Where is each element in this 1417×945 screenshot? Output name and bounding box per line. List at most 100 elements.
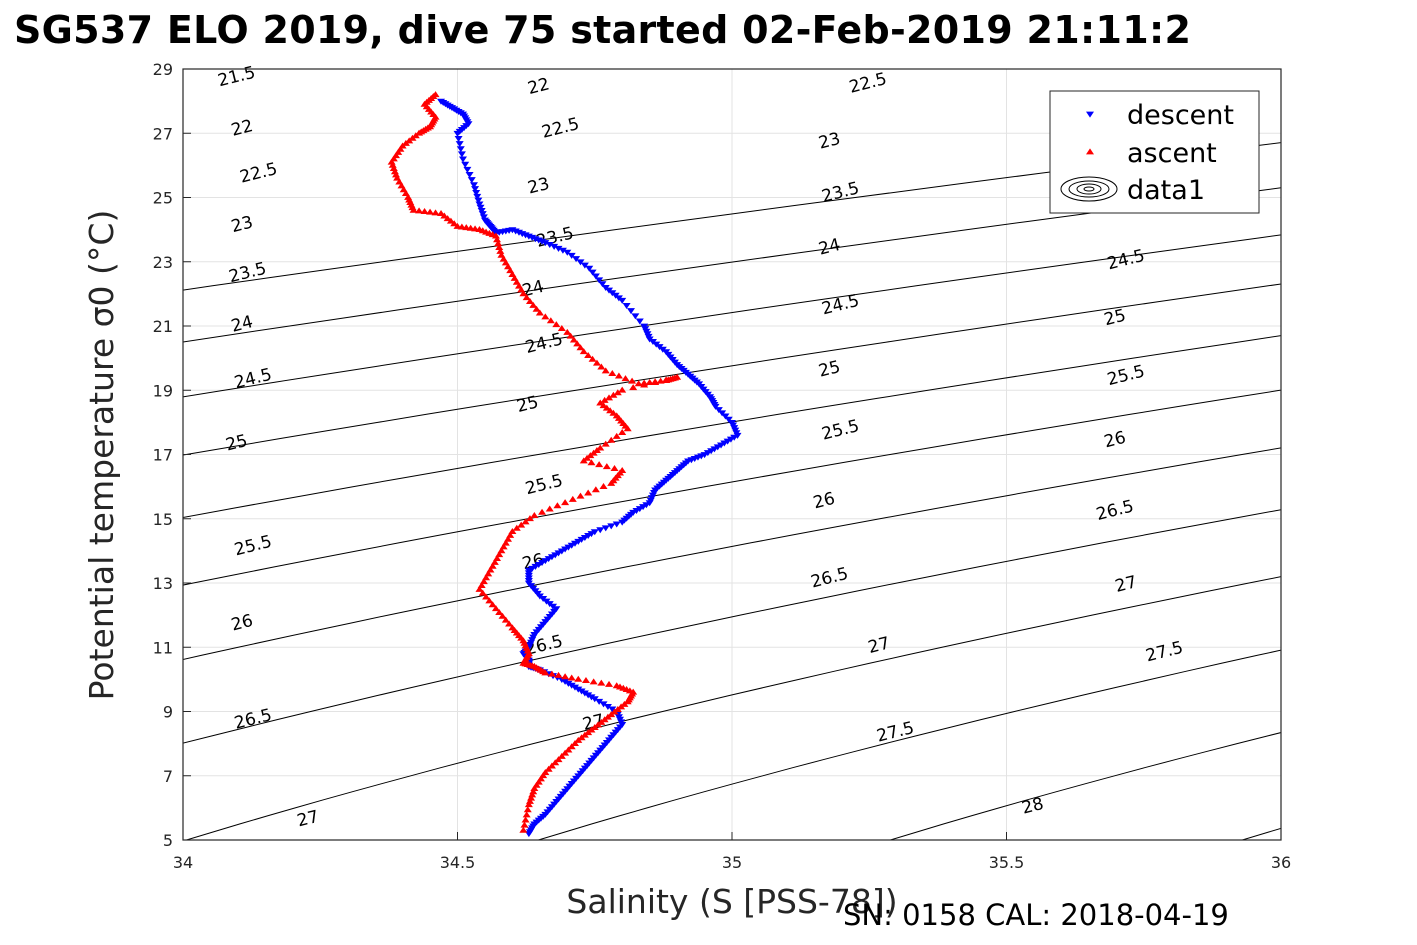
- data-point: [530, 785, 539, 791]
- data-point: [557, 324, 566, 331]
- x-tick-label: 35.5: [989, 853, 1025, 872]
- data-point: [476, 204, 485, 211]
- data-point: [522, 294, 531, 301]
- data-point: [570, 740, 579, 747]
- data-point: [606, 407, 615, 414]
- data-point: [547, 762, 556, 769]
- data-point: [588, 355, 597, 362]
- data-point: [587, 531, 596, 538]
- y-tick-label: 7: [163, 767, 173, 786]
- data-point: [570, 540, 579, 547]
- data-point: [389, 164, 398, 171]
- contour-label: 24.5: [523, 329, 565, 358]
- data-point: [561, 673, 570, 680]
- y-tick-label: 11: [153, 638, 173, 657]
- data-point: [567, 682, 576, 689]
- data-point: [528, 791, 537, 798]
- data-point: [561, 499, 570, 506]
- contour-label: 24.5: [1105, 246, 1147, 275]
- data-point: [607, 436, 616, 443]
- data-point: [590, 723, 599, 730]
- legend-marker-contour: [1076, 183, 1102, 195]
- contour-label: 23.5: [820, 178, 862, 207]
- data-point: [566, 332, 575, 339]
- data-point: [580, 731, 589, 738]
- data-point: [634, 380, 643, 387]
- contour-label: 21.5: [216, 63, 258, 92]
- data-point: [415, 207, 424, 214]
- x-axis-label: Salinity (S [PSS-78]): [566, 882, 897, 921]
- contour-line: [536, 649, 1281, 840]
- data-point: [530, 511, 539, 518]
- contour-label: 28: [1020, 794, 1046, 819]
- data-point: [577, 536, 586, 543]
- data-point: [651, 378, 660, 385]
- data-point: [607, 711, 616, 718]
- contour-label: 26.5: [809, 564, 851, 593]
- data-point: [554, 671, 563, 678]
- contour-label: 22: [526, 74, 552, 99]
- data-point: [544, 556, 553, 563]
- data-point: [618, 297, 627, 304]
- data-point: [568, 495, 577, 502]
- data-point: [718, 410, 727, 417]
- data-point: [529, 788, 538, 795]
- data-point: [629, 384, 638, 391]
- data-point: [544, 765, 553, 772]
- data-point: [471, 186, 480, 193]
- data-point: [496, 247, 505, 254]
- data-point: [608, 706, 617, 713]
- contour-label: 25: [817, 357, 843, 382]
- y-tick-label: 13: [153, 574, 173, 593]
- data-point: [662, 376, 671, 383]
- contour-label: 26: [811, 489, 837, 514]
- y-tick-label: 25: [153, 189, 173, 208]
- data-point: [564, 746, 573, 753]
- data-point: [541, 669, 550, 676]
- data-point: [461, 161, 470, 168]
- data-point: [602, 463, 611, 470]
- data-point: [474, 197, 483, 204]
- data-point: [576, 492, 585, 499]
- contour-label: 27: [1113, 572, 1139, 597]
- contour-label: 23.5: [227, 259, 269, 288]
- data-point: [724, 416, 733, 423]
- data-point: [626, 308, 635, 315]
- data-point: [553, 502, 562, 509]
- data-point: [601, 440, 610, 447]
- data-point: [426, 208, 435, 215]
- data-point: [587, 694, 596, 701]
- contour-label: 24.5: [820, 291, 862, 320]
- data-point: [587, 459, 596, 466]
- data-point: [409, 206, 418, 213]
- data-point: [505, 620, 514, 627]
- contour-label: 25: [1102, 306, 1128, 331]
- data-point: [557, 752, 566, 759]
- data-point: [577, 734, 586, 741]
- data-point: [574, 736, 583, 743]
- data-point: [614, 372, 623, 379]
- data-point: [519, 826, 528, 833]
- data-point: [564, 680, 573, 687]
- data-point: [534, 561, 543, 568]
- data-point: [600, 716, 609, 723]
- data-point: [618, 429, 627, 436]
- data-point: [523, 806, 532, 813]
- data-point: [591, 273, 600, 280]
- x-tick-label: 34: [173, 853, 193, 872]
- y-tick-label: 5: [163, 831, 173, 850]
- data-point: [561, 546, 570, 553]
- data-point: [645, 500, 654, 507]
- y-axis-ticks: 5 7 9 11 13 15 17 19 21 23 25 27 29: [153, 60, 191, 850]
- data-point: [561, 678, 570, 685]
- data-point: [535, 309, 544, 316]
- legend-box: [1049, 90, 1260, 214]
- data-point: [532, 305, 541, 312]
- data-point: [607, 479, 616, 486]
- data-point: [546, 317, 555, 324]
- data-point: [519, 290, 528, 297]
- data-point: [528, 565, 537, 572]
- data-point: [598, 281, 607, 288]
- data-point: [623, 698, 632, 705]
- data-point: [617, 703, 626, 710]
